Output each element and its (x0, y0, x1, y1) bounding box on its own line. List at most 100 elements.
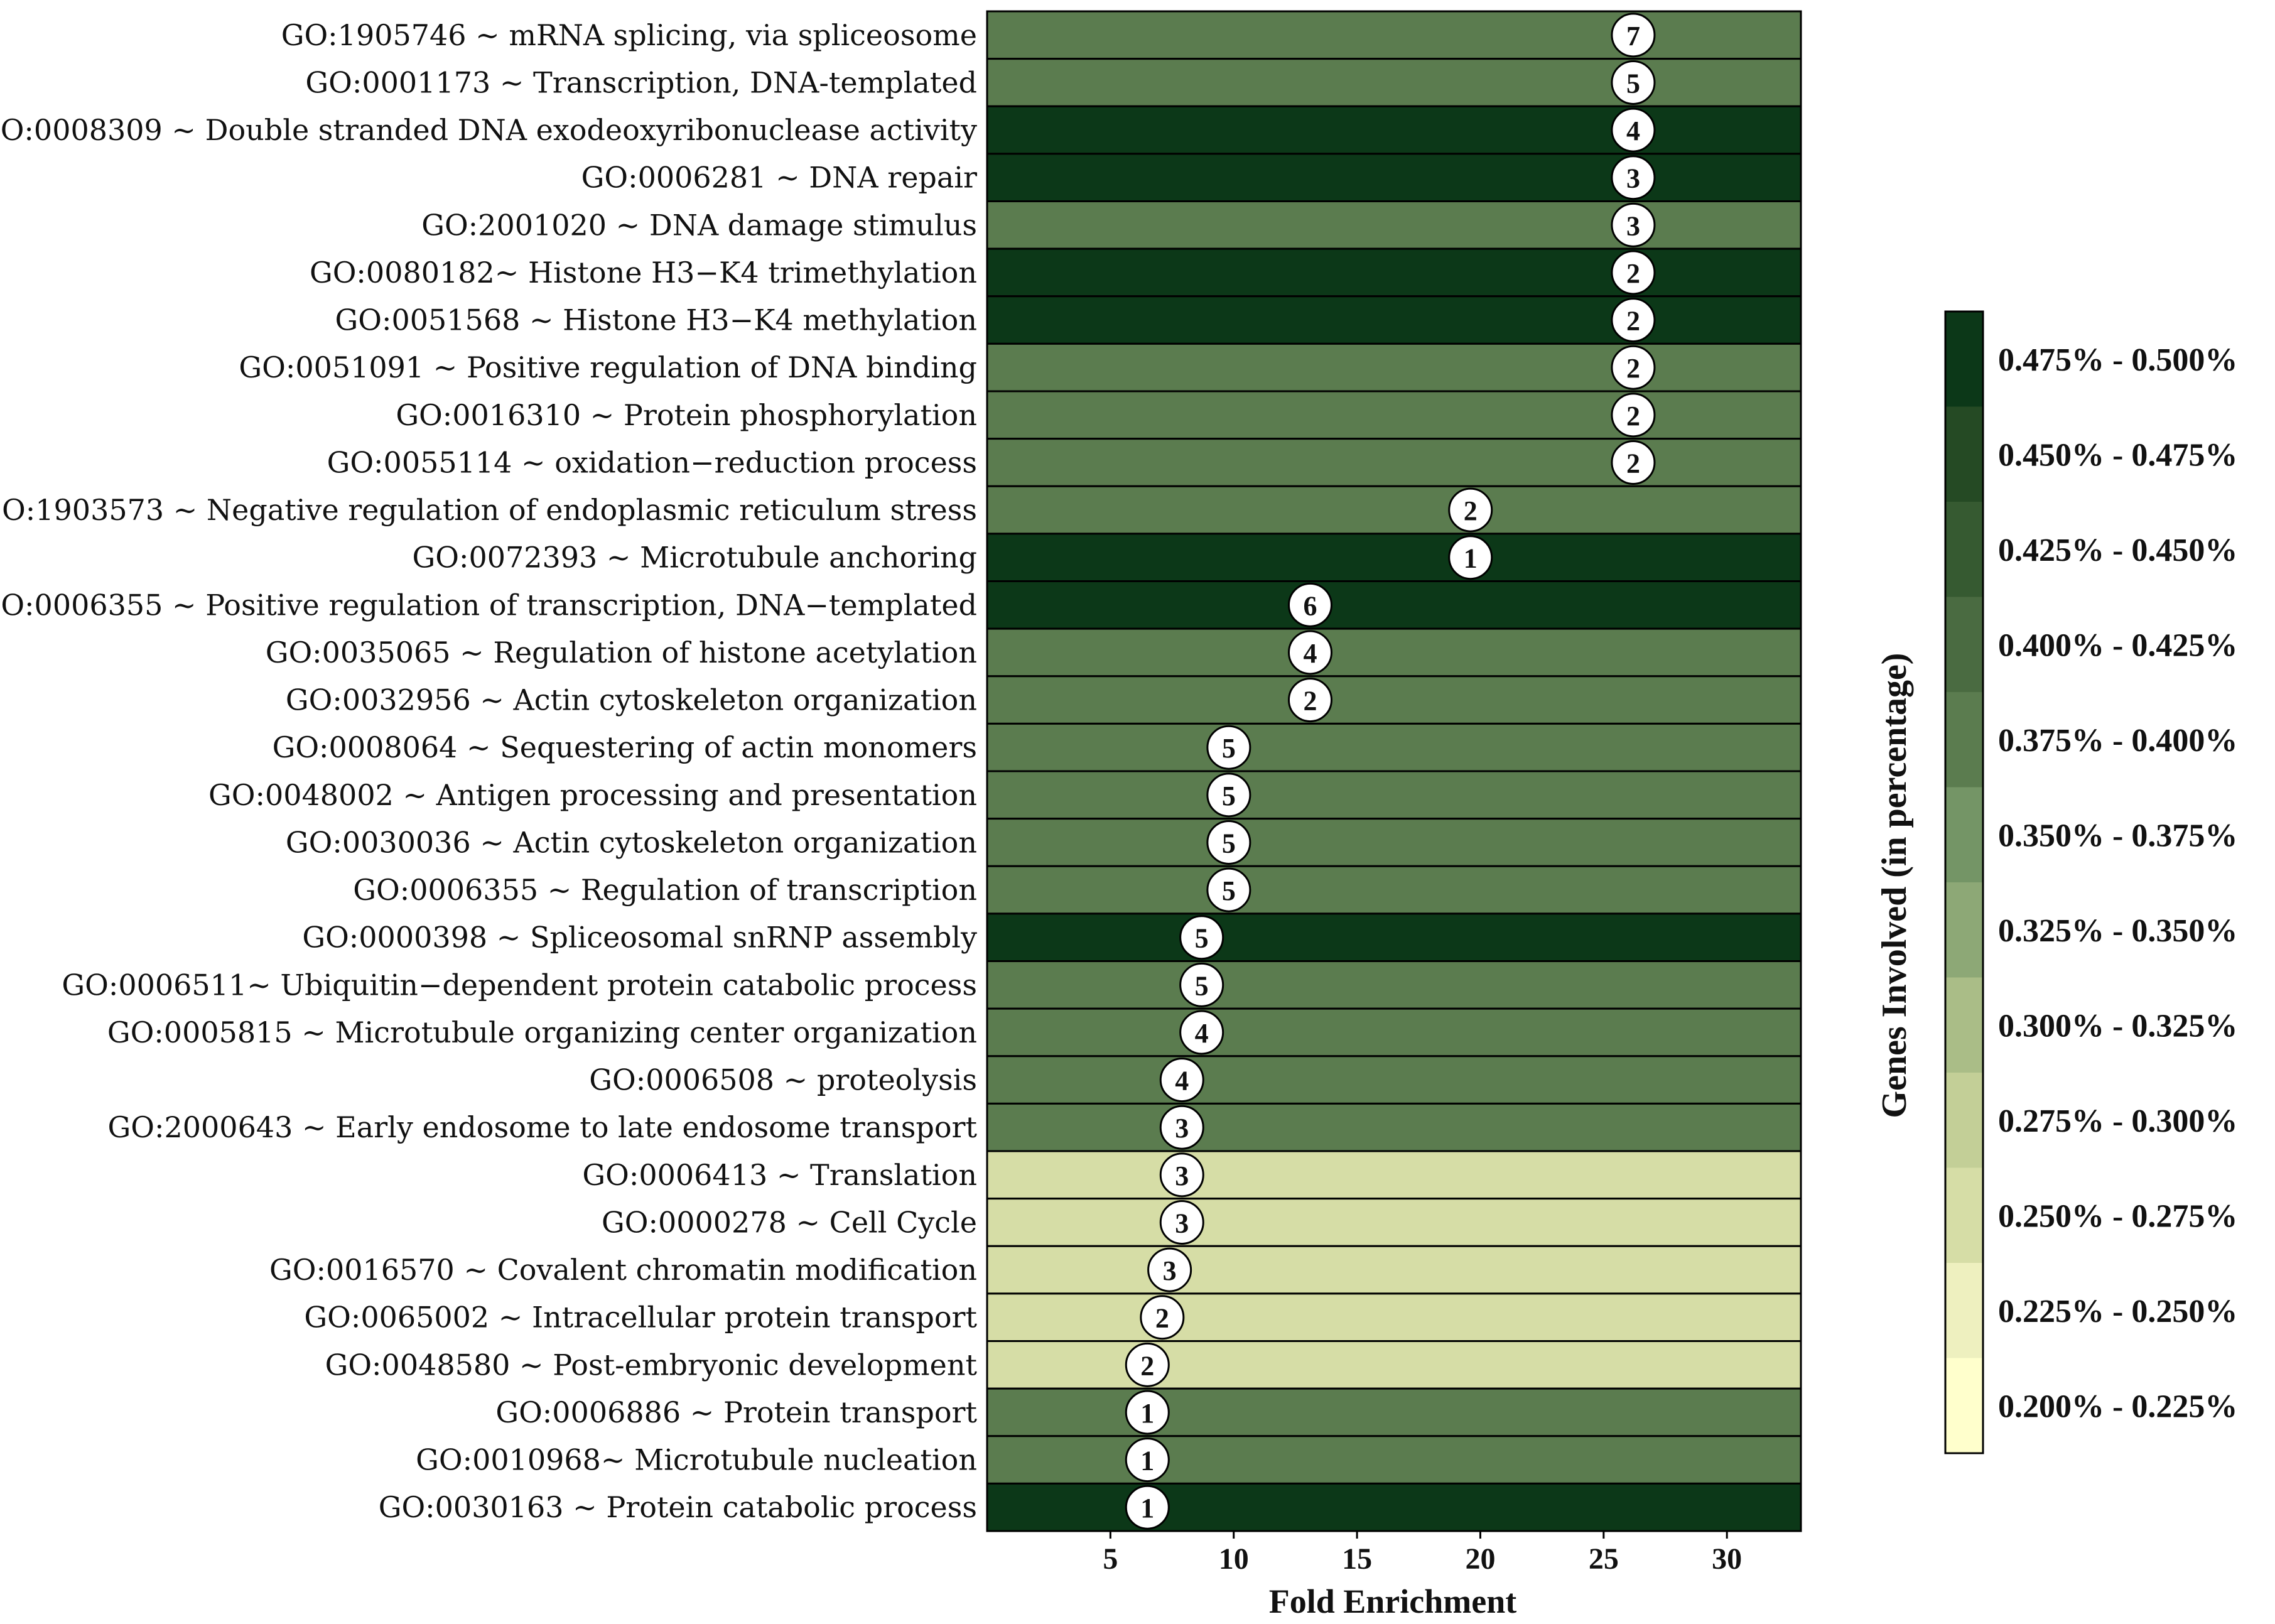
go-term-label: GO:0000398 ~ Spliceosomal snRNP assembly (302, 921, 977, 955)
go-term-label: GO:0010968~ Microtubule nucleation (416, 1443, 977, 1477)
gene-count-marker (1147, 1247, 1192, 1292)
gene-count-label: 1 (1464, 543, 1478, 574)
go-term-label: GO:0065002 ~ Intracellular protein trans… (304, 1301, 977, 1334)
colorbar-frame (1944, 310, 1984, 1454)
gene-count-label: 3 (1175, 1113, 1189, 1144)
heatmap-row-band (986, 1102, 1802, 1152)
gene-count-label: 4 (1175, 1066, 1189, 1096)
heatmap-row-band (986, 153, 1802, 202)
gene-count-label: 4 (1626, 116, 1640, 146)
gene-count-marker (1611, 392, 1656, 438)
x-tick-label: 20 (1465, 1542, 1495, 1576)
heatmap-row-band (986, 770, 1802, 820)
gene-count-label: 5 (1195, 923, 1209, 954)
gene-count-marker (1287, 630, 1332, 675)
colorbar-bin-label: 0.225% - 0.250% (1998, 1294, 2237, 1329)
heatmap-row-band (986, 342, 1802, 392)
gene-count-marker (1611, 60, 1656, 105)
colorbar-bin-label: 0.425% - 0.450% (1998, 533, 2237, 568)
go-term-label: GO:0006281 ~ DNA repair (581, 161, 977, 195)
gene-count-label: 2 (1626, 353, 1640, 384)
heatmap-row-band (986, 1055, 1802, 1105)
gene-count-marker (1611, 250, 1656, 295)
colorbar-segment (1945, 597, 1983, 693)
gene-count-marker (1611, 202, 1656, 247)
heatmap-row-band (986, 438, 1802, 487)
gene-count-label: 2 (1626, 448, 1640, 479)
gene-count-label: 2 (1626, 258, 1640, 289)
heatmap-row-band (986, 627, 1802, 678)
go-term-label: GO:2001020 ~ DNA damage stimulus (421, 208, 977, 242)
gene-count-marker (1125, 1390, 1170, 1435)
go-term-label: GO:0030036 ~ Actin cytoskeleton organiza… (286, 825, 977, 859)
colorbar-bin-label: 0.300% - 0.325% (1998, 1008, 2237, 1044)
gene-count-label: 6 (1303, 590, 1317, 621)
go-term-label: GO:0008309 ~ Double stranded DNA exodeox… (0, 113, 977, 147)
go-term-label: GO:0072393 ~ Microtubule anchoring (412, 541, 977, 575)
go-term-label: GO:0006413 ~ Translation (582, 1158, 977, 1192)
colorbar-segment (1945, 406, 1983, 502)
heatmap-row-band (986, 1292, 1802, 1342)
go-term-label: GO:0055114 ~ oxidation−reduction process (327, 445, 977, 479)
go-term-label: GO:0016570 ~ Covalent chromatin modifica… (269, 1253, 977, 1287)
heatmap-row-band (986, 1007, 1802, 1058)
gene-count-marker (1159, 1152, 1204, 1198)
gene-count-marker (1125, 1485, 1170, 1530)
colorbar-bin-label: 0.350% - 0.375% (1998, 818, 2237, 853)
gene-count-marker (1448, 487, 1493, 533)
go-term-label: GO:2000643 ~ Early endosome to late endo… (108, 1110, 978, 1144)
gene-count-marker (1159, 1199, 1204, 1245)
gene-count-label: 3 (1626, 210, 1640, 241)
go-term-label: GO:1903573 ~ Negative regulation of endo… (0, 493, 977, 527)
go-term-label: GO:0005815 ~ Microtubule organizing cent… (107, 1015, 977, 1049)
gene-count-marker (1159, 1058, 1204, 1103)
gene-count-marker (1179, 915, 1224, 960)
go-term-label: GO:0048002 ~ Antigen processing and pres… (208, 778, 977, 812)
heatmap-row-band (986, 10, 1802, 60)
go-term-label: GO:0080182~ Histone H3−K4 trimethylation (310, 256, 977, 290)
go-term-label: GO:0035065 ~ Regulation of histone acety… (266, 636, 977, 669)
go-term-label: GO:0006511~ Ubiquitin−dependent protein … (62, 968, 977, 1002)
gene-count-marker (1206, 772, 1251, 818)
gene-count-marker (1611, 345, 1656, 390)
colorbar-bin-label: 0.400% - 0.425% (1998, 627, 2237, 663)
go-term-label: GO:0032956 ~ Actin cytoskeleton organiza… (286, 683, 977, 717)
gene-count-marker (1159, 1105, 1204, 1150)
heatmap-row-band (986, 865, 1802, 915)
heatmap-row-band (986, 1387, 1802, 1437)
colorbar-segment (1945, 1263, 1983, 1358)
gene-count-label: 3 (1175, 1161, 1189, 1191)
go-term-label: GO:1905746 ~ mRNA splicing, via spliceos… (281, 18, 977, 52)
heatmap-row-band (986, 818, 1802, 867)
heatmap-row-band (986, 533, 1802, 582)
go-term-label: GO:0001173 ~ Transcription, DNA-template… (305, 65, 977, 99)
gene-count-label: 1 (1140, 1398, 1154, 1429)
gene-count-label: 5 (1626, 68, 1640, 99)
heatmap-row-band (986, 485, 1802, 535)
gene-count-marker (1206, 725, 1251, 770)
colorbar-title: Genes Involved (in percentage) (1875, 653, 1914, 1118)
gene-count-label: 3 (1163, 1255, 1177, 1286)
heatmap-row-band (986, 105, 1802, 155)
gene-count-label: 2 (1464, 495, 1478, 526)
colorbar-segment (1945, 1073, 1983, 1168)
x-axis-title: Fold Enrichment (1269, 1583, 1517, 1620)
gene-count-marker (1125, 1437, 1170, 1483)
colorbar-segment (1945, 1167, 1983, 1264)
gene-count-label: 2 (1140, 1350, 1154, 1381)
colorbar-segment (1945, 502, 1983, 597)
gene-count-label: 4 (1195, 1018, 1209, 1049)
heatmap-row-band (986, 200, 1802, 250)
go-term-label: GO:0051568 ~ Histone H3−K4 methylation (335, 303, 977, 337)
go-term-label: GO:0006508 ~ proteolysis (589, 1063, 977, 1097)
x-tick-label: 25 (1589, 1542, 1619, 1576)
gene-count-label: 2 (1303, 686, 1317, 717)
gene-count-label: 3 (1175, 1208, 1189, 1238)
heatmap-row-band (986, 722, 1802, 772)
gene-count-marker (1206, 867, 1251, 912)
heatmap-row-band (986, 295, 1802, 345)
go-term-label: GO:0008064 ~ Sequestering of actin monom… (273, 730, 977, 764)
go-term-label: GO:0051091 ~ Positive regulation of DNA … (239, 350, 977, 384)
gene-count-marker (1611, 155, 1656, 200)
gene-count-label: 1 (1140, 1446, 1154, 1476)
